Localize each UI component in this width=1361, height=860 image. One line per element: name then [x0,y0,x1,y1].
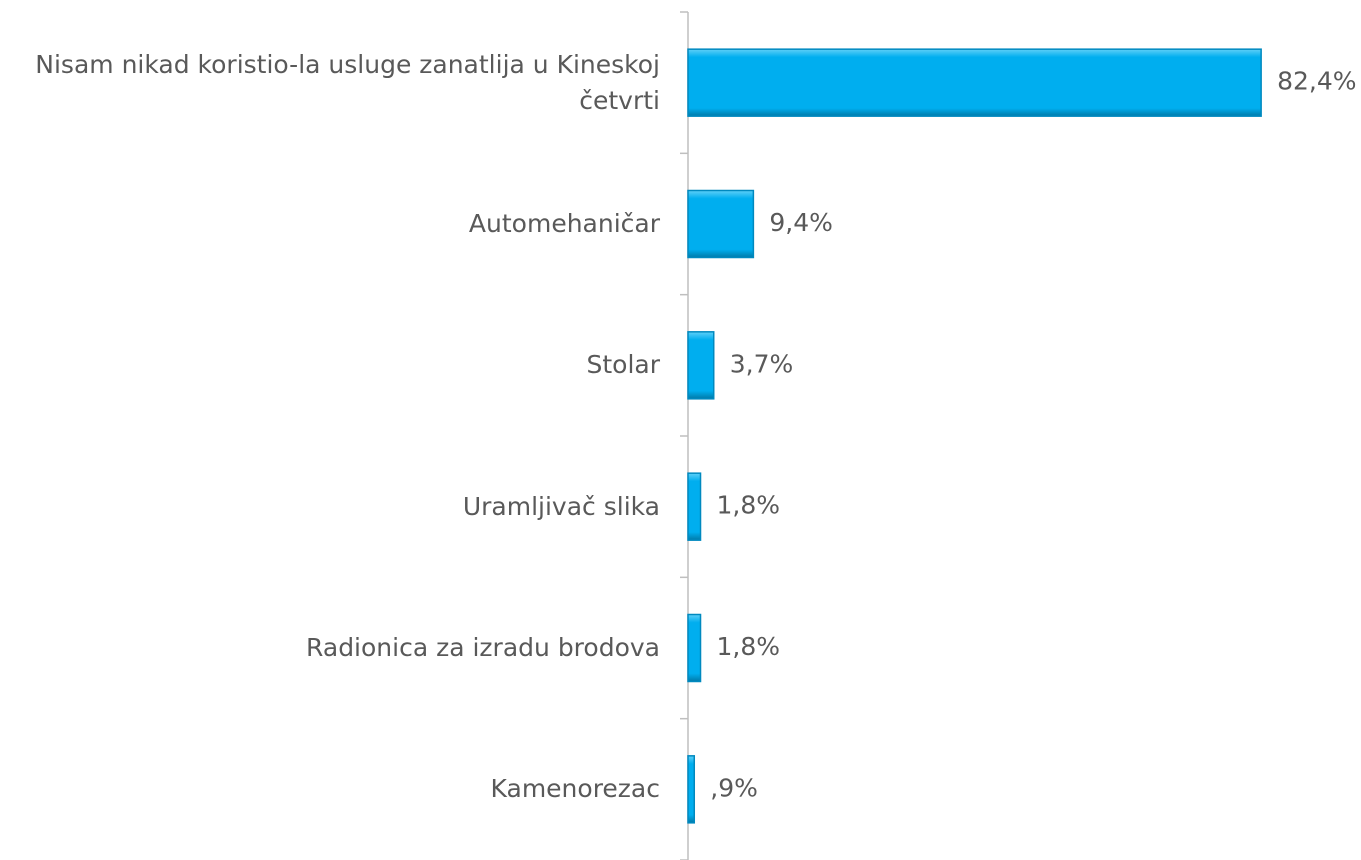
value-label: 1,8% [717,632,781,661]
category-label: Nisam nikad koristio-la usluge zanatlija… [35,49,660,115]
bar [687,755,696,824]
value-label: 3,7% [730,349,794,378]
value-label: 1,8% [717,491,781,520]
bar [687,189,755,259]
value-label: 9,4% [769,208,833,237]
category-label: Automehaničar [468,209,660,238]
category-label: Radionica za izradu brodova [306,633,660,662]
category-label: Uramljivač slika [462,491,660,521]
bar [687,472,702,541]
value-label: ,9% [710,773,758,802]
category-label: Stolar [586,350,660,380]
bar [687,613,702,683]
bar [687,48,1262,117]
category-label: Kamenorezac [490,774,660,804]
bar [687,331,715,400]
value-label: 82,4% [1277,67,1356,96]
